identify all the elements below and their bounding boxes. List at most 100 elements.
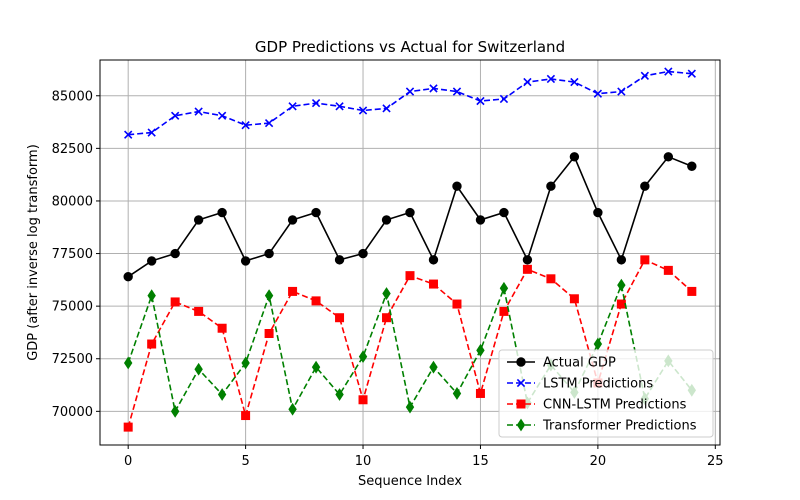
plot-frame <box>99 59 721 446</box>
y-tick-label: 85000 <box>52 89 93 104</box>
legend-item: CNN-LSTM Predictions <box>507 398 687 413</box>
data-point <box>640 255 650 265</box>
data-point <box>147 289 156 303</box>
data-point <box>288 286 298 296</box>
x-tick-label: 25 <box>707 454 724 469</box>
data-point <box>452 299 462 309</box>
data-point <box>476 343 485 357</box>
data-point <box>640 71 650 80</box>
data-point <box>193 215 204 225</box>
legend-swatch-marker <box>516 378 526 388</box>
legend-swatch-marker <box>516 357 526 367</box>
data-point <box>382 313 392 323</box>
data-point <box>194 362 203 376</box>
data-point <box>663 152 674 162</box>
data-point <box>123 422 133 432</box>
data-point <box>311 207 321 218</box>
data-point <box>382 104 391 113</box>
data-point <box>241 356 250 370</box>
data-point <box>452 181 462 191</box>
data-point <box>264 289 274 303</box>
data-point <box>147 339 157 349</box>
data-point <box>287 215 298 225</box>
data-point <box>405 87 415 96</box>
data-point <box>335 313 345 323</box>
y-tick-label: 77500 <box>52 247 93 262</box>
legend-item: Actual GDP <box>507 356 616 371</box>
data-point <box>663 265 673 275</box>
data-point <box>217 207 227 218</box>
data-point <box>264 328 274 338</box>
data-point <box>687 69 696 78</box>
legend-item: Transformer Predictions <box>507 419 697 434</box>
y-tick-label: 75000 <box>52 300 93 315</box>
x-tick-label: 10 <box>355 454 372 469</box>
chart-title: GDP Predictions vs Actual for Switzerlan… <box>255 38 565 56</box>
data-point <box>452 387 462 400</box>
legend-item: LSTM Predictions <box>507 377 653 392</box>
data-point <box>429 84 438 93</box>
data-point <box>546 181 556 191</box>
data-point <box>382 287 391 300</box>
data-point <box>194 107 203 116</box>
data-point <box>311 296 321 306</box>
data-point <box>499 306 509 316</box>
data-point <box>124 130 133 139</box>
data-point <box>241 121 250 130</box>
data-point <box>569 294 579 304</box>
y-axis-label: GDP (after inverse log transform) <box>26 144 41 361</box>
data-point <box>170 404 180 418</box>
y-tick-label: 72500 <box>52 352 93 367</box>
data-point <box>616 255 627 265</box>
x-tick-label: 5 <box>241 454 249 469</box>
data-point <box>429 360 438 374</box>
legend-box <box>498 349 714 438</box>
data-point <box>499 94 509 104</box>
data-point <box>147 128 156 137</box>
data-point <box>405 400 415 414</box>
x-tick-label: 15 <box>472 454 489 469</box>
data-point <box>381 215 392 225</box>
data-point <box>358 395 368 405</box>
data-point <box>522 255 533 265</box>
legend-swatch-marker <box>516 418 526 432</box>
data-point <box>546 274 556 284</box>
data-point <box>123 356 133 370</box>
data-point <box>334 255 345 265</box>
data-point <box>499 281 509 295</box>
data-point <box>264 248 274 259</box>
legend-swatch-marker <box>516 399 526 409</box>
legend-label: LSTM Predictions <box>543 377 653 392</box>
data-point <box>475 388 485 398</box>
data-point <box>428 279 438 289</box>
data-point <box>616 299 626 309</box>
y-tick-label: 70000 <box>52 405 93 420</box>
data-point <box>476 96 485 106</box>
data-point <box>475 215 486 225</box>
data-point <box>217 388 227 401</box>
legend-label: Actual GDP <box>543 356 616 371</box>
data-point <box>428 255 439 265</box>
legend: Actual GDP LSTM Predictions CNN-LSTM Predi… <box>498 349 714 438</box>
data-point <box>217 111 227 120</box>
data-point <box>546 74 556 84</box>
series-2 <box>124 67 696 139</box>
data-point <box>617 87 626 96</box>
data-point <box>241 411 251 421</box>
data-point <box>523 77 532 87</box>
data-point <box>240 256 251 266</box>
data-point <box>640 181 650 191</box>
data-point <box>358 350 368 364</box>
data-point <box>123 271 133 282</box>
data-point <box>264 118 274 128</box>
data-point <box>522 264 532 274</box>
data-point <box>569 152 580 162</box>
data-point <box>617 278 626 292</box>
data-point <box>593 89 603 98</box>
data-point <box>335 102 344 111</box>
data-point <box>499 207 509 218</box>
y-tick-label: 80000 <box>52 194 93 209</box>
data-point <box>288 102 297 111</box>
data-point <box>146 256 157 266</box>
